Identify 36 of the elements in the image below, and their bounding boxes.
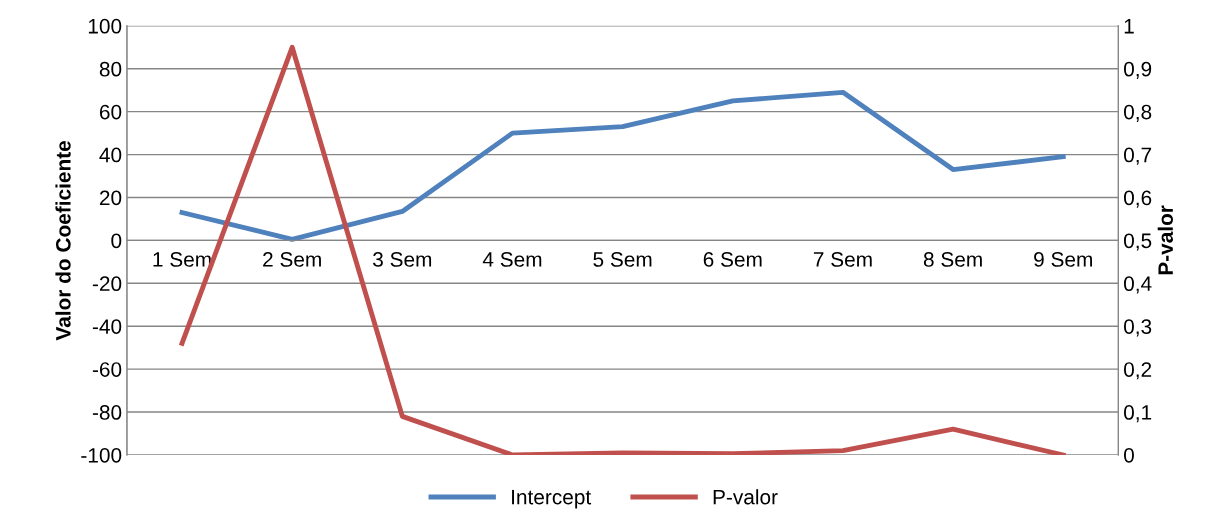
y-tick-label: -80 — [92, 405, 122, 420]
y2-tick-label: 0,5 — [1124, 233, 1152, 251]
y2-axis-title: P-valor — [1157, 205, 1173, 275]
y-tick-label: 100 — [88, 18, 122, 34]
x-tick-label: 4 Sem — [482, 252, 542, 267]
y-tick-label: 80 — [99, 61, 122, 77]
line-series — [179, 89, 1066, 242]
x-tick-label: 3 Sem — [373, 252, 432, 267]
y2-tick-label: 0,3 — [1124, 319, 1152, 337]
y-tick-label: 0 — [111, 233, 122, 249]
y-axis-title: Valor do Coeficiente — [55, 140, 71, 341]
y2-tick-label: 0,4 — [1124, 276, 1152, 294]
y2-tick-label: 0,1 — [1124, 405, 1152, 423]
x-tick-label: 2 Sem — [263, 252, 321, 267]
x-tick-label: 6 Sem — [703, 252, 762, 267]
x-tick-label: 1 Sem — [153, 252, 211, 267]
y2-tick-label: 1 — [1124, 19, 1134, 34]
y-tick-label: 60 — [99, 104, 122, 120]
y-tick-label: 20 — [99, 190, 122, 206]
x-tick-label: 8 Sem — [923, 252, 982, 267]
y-tick-label: -40 — [92, 319, 122, 334]
y2-tick-label: 0,2 — [1124, 362, 1152, 380]
y2-tick-label: 0 — [1124, 447, 1134, 463]
y-tick-label: -60 — [92, 362, 122, 377]
y2-tick-label: 0,6 — [1124, 190, 1152, 208]
y2-tick-label: 0,9 — [1124, 61, 1152, 79]
x-tick-label: 9 Sem — [1034, 252, 1092, 267]
y-tick-label: -20 — [92, 276, 122, 292]
y-tick-label: 40 — [99, 147, 122, 163]
y-tick-label: -100 — [81, 447, 122, 463]
x-tick-label: 7 Sem — [813, 252, 872, 267]
y2-tick-label: 0,7 — [1124, 147, 1152, 165]
legend-label: P-valor — [713, 489, 778, 505]
y2-tick-label: 0,8 — [1124, 104, 1152, 122]
x-tick-label: 5 Sem — [593, 252, 652, 267]
legend-label: Intercept — [512, 489, 592, 509]
